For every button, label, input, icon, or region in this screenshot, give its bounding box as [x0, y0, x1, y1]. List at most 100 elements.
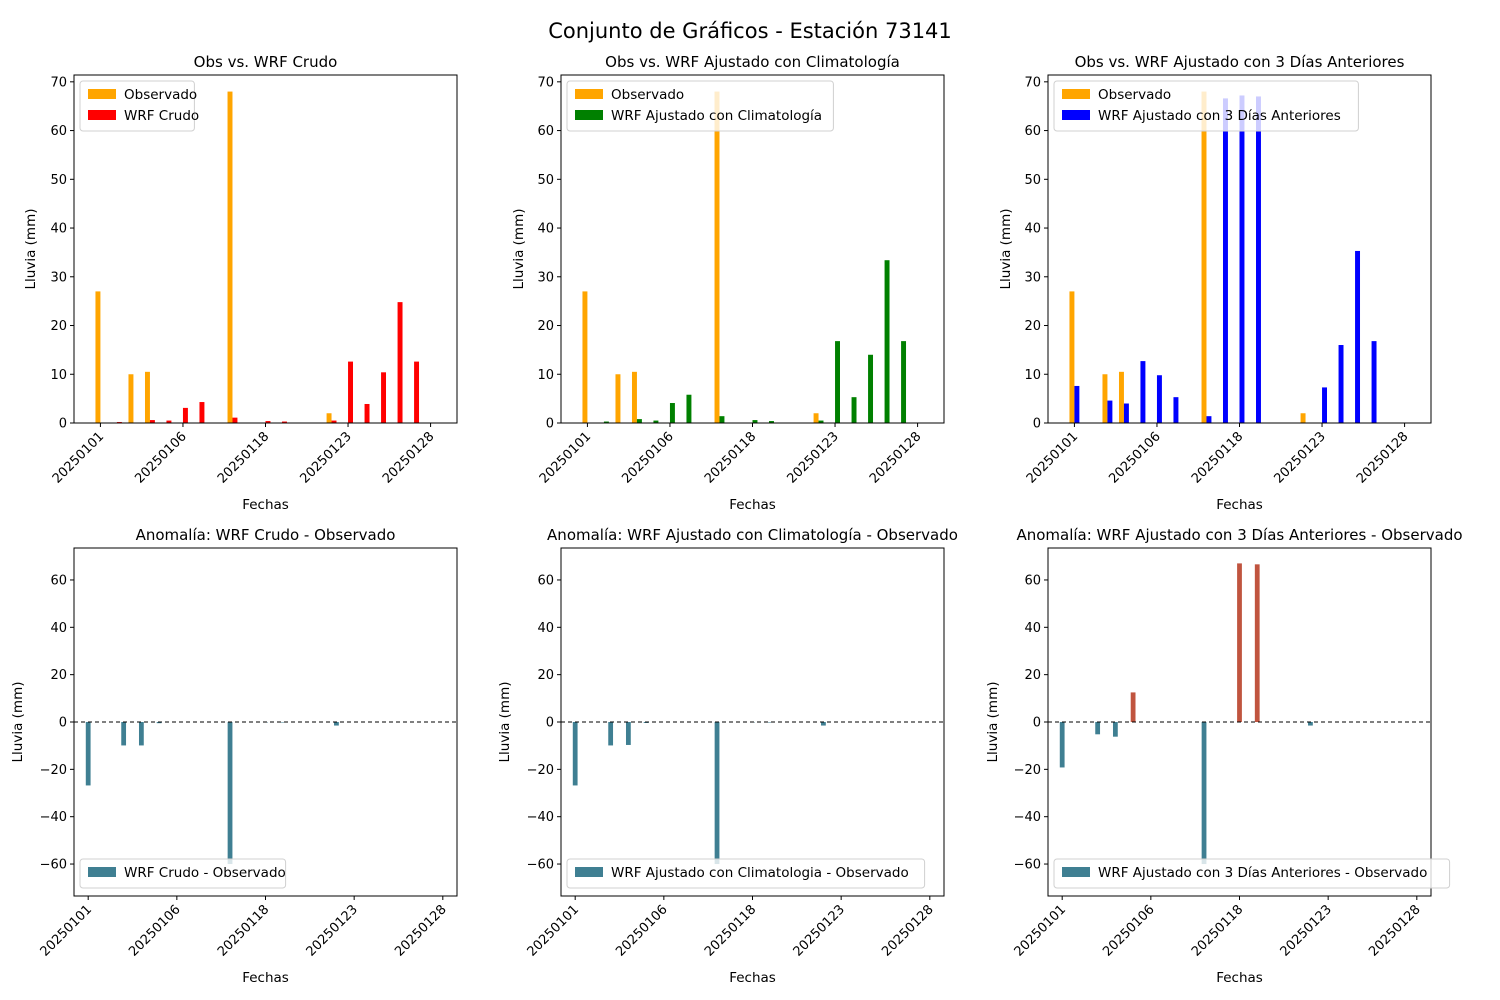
y-tick-label: 20 — [537, 668, 554, 683]
bar-wrf — [851, 397, 857, 423]
y-tick-label: 10 — [1024, 368, 1041, 383]
bar-wrf — [653, 420, 659, 423]
bar-wrf — [752, 420, 758, 423]
legend-label: Observado — [124, 87, 197, 103]
anomaly-bar — [121, 722, 127, 746]
y-tick-label: 20 — [1024, 319, 1041, 334]
y-tick-label: 40 — [1024, 222, 1041, 237]
anomaly-bar — [714, 722, 720, 865]
legend-frame — [566, 80, 834, 132]
legend-swatch — [1062, 110, 1090, 120]
anomaly-bar — [1095, 722, 1101, 735]
y-tick-label: 60 — [50, 573, 67, 588]
bar-wrf — [686, 394, 692, 423]
y-tick-label: −40 — [527, 810, 554, 825]
y-axis-label: Lluvia (mm) — [497, 682, 513, 763]
bar-observado — [582, 291, 588, 423]
legend-label: WRF Ajustado con 3 Días Anteriores - Obs… — [1098, 865, 1427, 881]
y-tick-label: 0 — [546, 716, 554, 731]
y-tick-label: 50 — [1024, 173, 1041, 188]
bar-wrf — [636, 419, 642, 423]
bar-wrf — [1156, 375, 1162, 423]
bar-observado — [1118, 371, 1124, 423]
panel-title: Anomalía: WRF Ajustado con 3 Días Anteri… — [1016, 526, 1462, 544]
legend-frame — [1053, 80, 1359, 132]
y-axis-label: Lluvia (mm) — [23, 209, 39, 290]
bar-wrf — [1173, 397, 1179, 423]
bar-wrf — [835, 341, 840, 423]
bar-wrf — [868, 354, 874, 423]
y-tick-label: 60 — [1024, 124, 1041, 139]
panel-title: Anomalía: WRF Crudo - Observado — [136, 526, 396, 544]
bar-wrf — [1140, 361, 1146, 423]
legend: Observado WRF Crudo — [79, 80, 199, 132]
bar-observado — [95, 291, 101, 423]
y-tick-label: 40 — [50, 621, 67, 636]
bar-wrf — [348, 361, 353, 423]
legend-label: Observado — [611, 87, 684, 103]
x-axis-label: Fechas — [729, 497, 776, 513]
bar-wrf — [1322, 387, 1327, 423]
legend-frame — [79, 858, 287, 889]
y-tick-label: 70 — [1024, 75, 1041, 90]
anomaly-bar — [227, 722, 233, 865]
bar-wrf — [1123, 403, 1129, 423]
bar-wrf — [381, 372, 387, 423]
bar-wrf — [1355, 250, 1361, 423]
bar-wrf — [199, 402, 205, 423]
y-tick-label: 50 — [50, 173, 67, 188]
y-tick-label: −60 — [40, 858, 67, 873]
anomaly-bar — [1254, 564, 1260, 722]
bar-wrf — [364, 403, 370, 423]
bar-observado — [227, 91, 233, 424]
legend-swatch — [88, 89, 116, 99]
y-tick-label: 20 — [50, 668, 67, 683]
y-tick-label: −20 — [40, 763, 67, 778]
legend-swatch — [575, 867, 603, 877]
bar-wrf — [1074, 385, 1080, 423]
y-tick-label: 10 — [537, 368, 554, 383]
anomaly-bar — [1112, 722, 1118, 737]
bar-observado — [1102, 374, 1108, 423]
bar-wrf — [769, 421, 774, 423]
bar-observado — [1300, 413, 1306, 423]
legend-frame — [566, 858, 926, 889]
legend-swatch — [1062, 89, 1090, 99]
bar-observado — [1069, 291, 1075, 423]
bar-wrf — [182, 407, 188, 423]
panel-title: Obs vs. WRF Crudo — [194, 53, 338, 71]
bar-wrf — [397, 302, 403, 423]
anomaly-bar — [1308, 722, 1313, 726]
anomaly-bar — [1130, 692, 1136, 722]
bar-wrf — [149, 420, 155, 423]
y-tick-label: 20 — [537, 319, 554, 334]
y-tick-label: 40 — [537, 621, 554, 636]
x-axis-label: Fechas — [1216, 497, 1263, 513]
bar-wrf — [232, 417, 238, 423]
panel-title: Obs vs. WRF Ajustado con Climatología — [605, 53, 900, 71]
bar-observado — [813, 413, 819, 423]
y-tick-label: 60 — [537, 573, 554, 588]
anomaly-bar — [138, 722, 144, 746]
legend-frame — [1053, 858, 1451, 889]
bar-wrf — [166, 420, 172, 423]
y-tick-label: 30 — [1024, 270, 1041, 285]
y-axis-label: Lluvia (mm) — [998, 209, 1014, 290]
y-tick-label: 30 — [537, 270, 554, 285]
y-tick-label: 10 — [50, 368, 67, 383]
legend-label: WRF Ajustado con Climatología — [611, 108, 822, 124]
y-tick-label: 20 — [1024, 668, 1041, 683]
bar-wrf — [818, 420, 824, 423]
y-tick-label: 40 — [1024, 621, 1041, 636]
anomaly-bar — [821, 722, 826, 726]
y-axis-label: Lluvia (mm) — [511, 209, 527, 290]
bar-wrf — [1107, 400, 1113, 423]
legend-label: WRF Ajustado con 3 Días Anteriores — [1098, 108, 1341, 124]
y-tick-label: 0 — [59, 417, 67, 432]
anomaly-bar — [1059, 722, 1065, 768]
bar-wrf — [1256, 96, 1261, 424]
y-tick-label: 60 — [1024, 573, 1041, 588]
legend-label: WRF Crudo — [124, 108, 199, 124]
